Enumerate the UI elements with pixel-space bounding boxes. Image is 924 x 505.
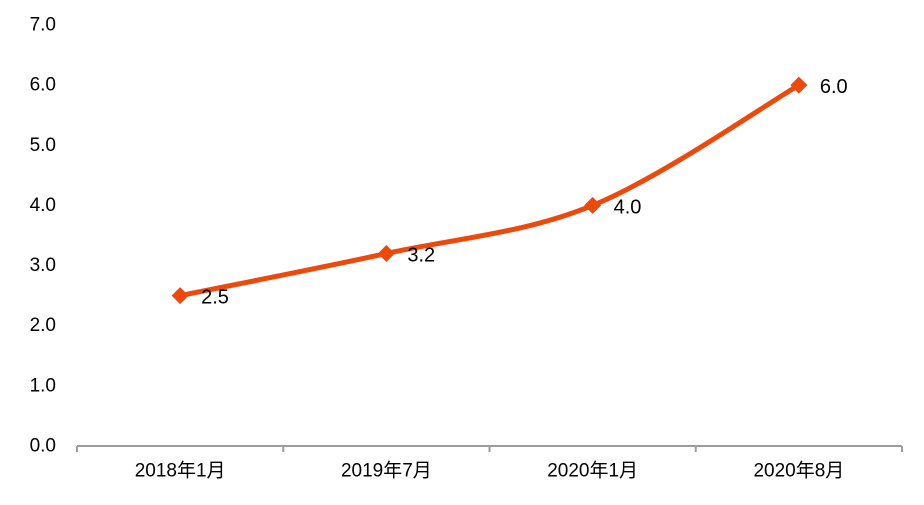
data-point-label: 4.0 xyxy=(614,196,642,218)
y-axis-tick-label: 6.0 xyxy=(30,75,56,96)
y-axis-tick-label: 7.0 xyxy=(30,15,56,36)
series-line xyxy=(177,82,802,299)
data-point-label: 2.5 xyxy=(201,287,229,309)
y-axis-tick-label: 0.0 xyxy=(30,436,56,457)
data-point-label: 6.0 xyxy=(820,76,848,98)
y-axis-tick-label: 5.0 xyxy=(30,135,56,156)
data-point-label: 3.2 xyxy=(407,245,435,267)
y-axis-tick-label: 4.0 xyxy=(30,195,56,216)
x-axis-category-label: 2018年1月 xyxy=(135,460,226,482)
x-axis-category-label: 2019年7月 xyxy=(341,460,432,482)
data-point-marker xyxy=(377,245,395,263)
data-point-marker xyxy=(790,76,808,94)
y-axis-tick-label: 2.0 xyxy=(30,315,56,336)
x-axis-category-label: 2020年1月 xyxy=(547,460,638,482)
data-point-marker xyxy=(584,196,602,214)
y-axis-tick-label: 3.0 xyxy=(30,255,56,276)
x-axis-category-label: 2020年8月 xyxy=(753,460,844,482)
data-point-marker xyxy=(171,287,189,305)
y-axis-tick-label: 1.0 xyxy=(30,375,56,396)
